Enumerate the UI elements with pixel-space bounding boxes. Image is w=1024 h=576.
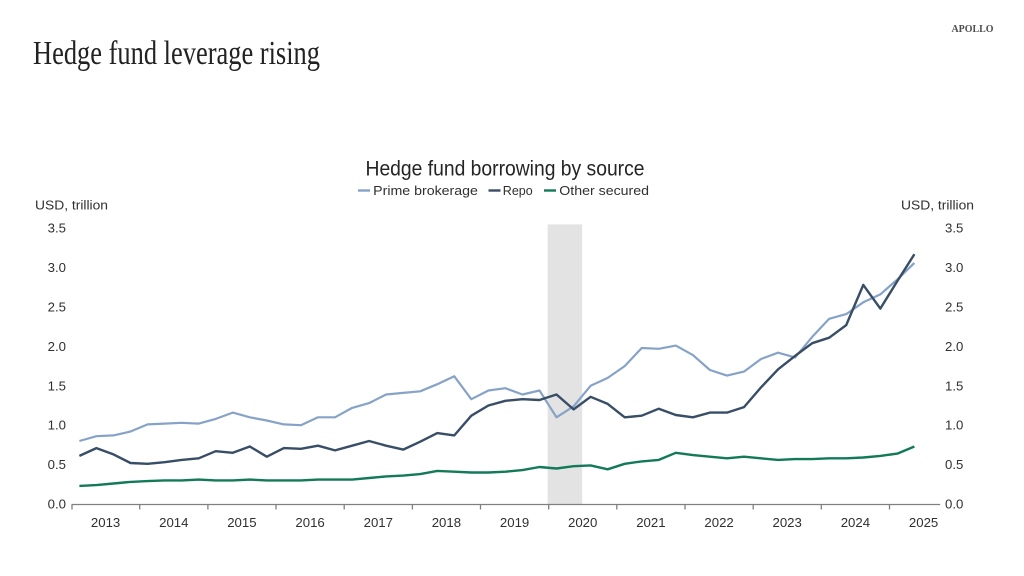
svg-text:1.5: 1.5 (945, 378, 963, 393)
svg-text:2019: 2019 (500, 515, 529, 530)
svg-text:0.0: 0.0 (945, 497, 963, 512)
svg-text:2016: 2016 (295, 515, 324, 530)
svg-text:2015: 2015 (227, 515, 256, 530)
svg-text:1.0: 1.0 (945, 418, 963, 433)
svg-text:3.0: 3.0 (945, 260, 963, 275)
svg-text:2020: 2020 (568, 515, 597, 530)
svg-text:2021: 2021 (636, 515, 665, 530)
svg-text:2025: 2025 (909, 515, 938, 530)
svg-text:Other secured: Other secured (559, 183, 649, 198)
svg-text:1.0: 1.0 (48, 418, 66, 433)
svg-text:2022: 2022 (704, 515, 733, 530)
svg-text:Hedge fund leverage rising: Hedge fund leverage rising (33, 35, 320, 72)
svg-text:USD, trillion: USD, trillion (35, 198, 108, 213)
svg-text:1.5: 1.5 (48, 378, 66, 393)
svg-text:0.5: 0.5 (48, 457, 66, 472)
svg-text:2017: 2017 (364, 515, 393, 530)
svg-text:2018: 2018 (432, 515, 461, 530)
svg-text:0.5: 0.5 (945, 457, 963, 472)
svg-text:2.0: 2.0 (48, 339, 66, 354)
svg-text:3.5: 3.5 (48, 221, 66, 236)
svg-text:0.0: 0.0 (48, 497, 66, 512)
svg-text:3.0: 3.0 (48, 260, 66, 275)
svg-text:Repo: Repo (503, 183, 533, 198)
svg-text:2024: 2024 (841, 515, 870, 530)
svg-text:2.5: 2.5 (945, 300, 963, 315)
svg-text:USD, trillion: USD, trillion (901, 198, 974, 213)
svg-text:2.0: 2.0 (945, 339, 963, 354)
svg-text:Hedge fund borrowing by source: Hedge fund borrowing by source (366, 157, 645, 181)
svg-text:2014: 2014 (159, 515, 188, 530)
svg-text:2013: 2013 (91, 515, 120, 530)
svg-text:APOLLO: APOLLO (952, 23, 994, 35)
svg-text:3.5: 3.5 (945, 221, 963, 236)
svg-text:2023: 2023 (773, 515, 802, 530)
svg-text:2.5: 2.5 (48, 300, 66, 315)
svg-text:Prime brokerage: Prime brokerage (373, 183, 478, 198)
